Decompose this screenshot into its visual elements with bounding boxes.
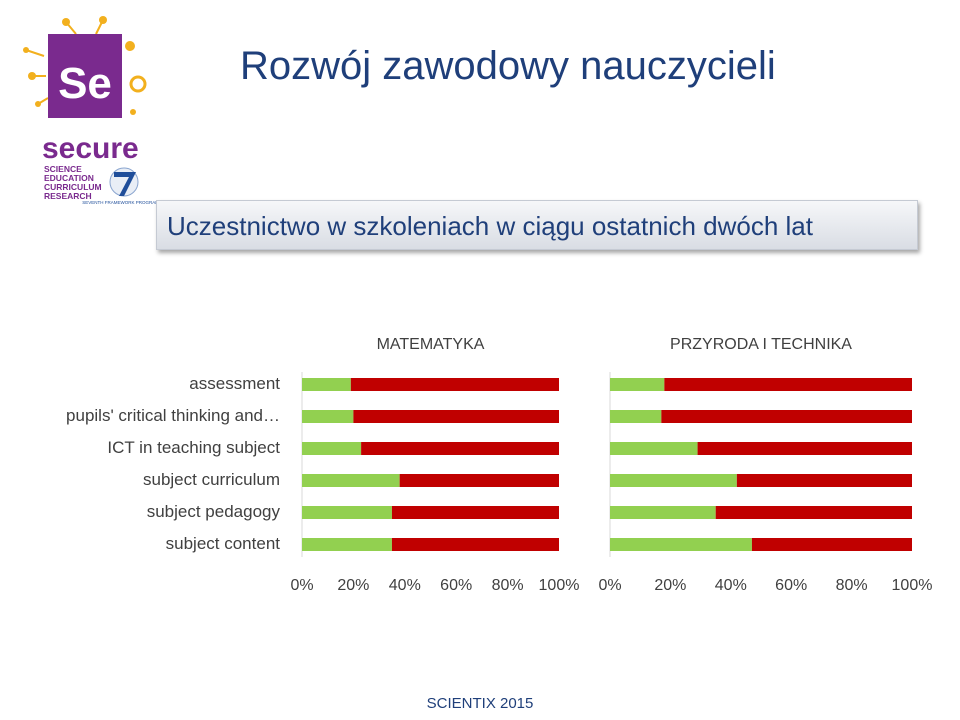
x-tick-label: 20% <box>654 577 686 594</box>
category-label: pupils' critical thinking and… <box>66 406 280 425</box>
bar-segment-green <box>302 442 362 455</box>
bar-segment-red <box>697 442 912 455</box>
x-tick-label: 0% <box>598 577 621 594</box>
bar-segment-green <box>610 506 716 519</box>
subtitle: Uczestnictwo w szkoleniach w ciągu ostat… <box>167 211 813 241</box>
category-label: subject curriculum <box>143 470 280 489</box>
bar-segment-green <box>302 506 392 519</box>
fp7-logo: SEVENTH FRAMEWORK PROGRAMME <box>82 167 166 205</box>
bar-segment-green <box>610 442 698 455</box>
bar-segment-red <box>664 378 912 391</box>
x-tick-label: 40% <box>715 577 747 594</box>
bar-segment-red <box>361 442 559 455</box>
category-label: subject pedagogy <box>147 502 281 521</box>
footer-text: SCIENTIX 2015 <box>426 695 534 712</box>
bar-segment-green <box>302 474 400 487</box>
logo-mark: Se <box>58 59 112 108</box>
x-tick-label: 40% <box>389 577 421 594</box>
bar-segment-red <box>353 410 559 423</box>
bar-segment-red <box>350 378 559 391</box>
bar-segment-red <box>661 410 912 423</box>
category-label: assessment <box>189 374 280 393</box>
x-tick-label: 100% <box>892 577 933 594</box>
bar-segment-red <box>736 474 912 487</box>
subtitle-banner: Uczestnictwo w szkoleniach w ciągu ostat… <box>156 200 918 250</box>
page-title: Rozwój zawodowy nauczycieli <box>240 44 776 88</box>
chart-title: MATEMATYKA <box>377 336 485 353</box>
category-label: ICT in teaching subject <box>107 438 280 457</box>
bar-segment-red <box>715 506 912 519</box>
bar-segment-green <box>610 474 737 487</box>
bar-segment-green <box>610 378 665 391</box>
x-tick-label: 100% <box>539 577 580 594</box>
logo-acronym-line: SCIENCE <box>44 164 82 174</box>
x-tick-label: 60% <box>775 577 807 594</box>
x-tick-label: 80% <box>492 577 524 594</box>
logo-acronym-line: RESEARCH <box>44 191 92 201</box>
category-label: subject content <box>166 534 281 553</box>
secure-logo: Se secure SCIENCE EDUCATION CURRICULUM R… <box>23 16 166 205</box>
bar-segment-red <box>391 538 559 551</box>
x-tick-label: 0% <box>290 577 313 594</box>
chart-title: PRZYRODA I TECHNIKA <box>670 336 852 353</box>
bar-segment-red <box>751 538 912 551</box>
x-tick-label: 80% <box>836 577 868 594</box>
bar-segment-red <box>399 474 559 487</box>
bar-segment-green <box>302 410 354 423</box>
bar-segment-green <box>302 378 351 391</box>
logo-acronym-line: CURRICULUM <box>44 182 102 192</box>
bar-segment-green <box>610 538 752 551</box>
bar-segment-green <box>302 538 392 551</box>
logo-name: secure <box>42 132 139 165</box>
fp7-text: SEVENTH FRAMEWORK PROGRAMME <box>82 200 166 205</box>
bar-segment-green <box>610 410 662 423</box>
x-tick-label: 60% <box>440 577 472 594</box>
x-tick-label: 20% <box>337 577 369 594</box>
bar-segment-red <box>391 506 559 519</box>
logo-se-square <box>48 34 122 118</box>
logo-acronym-line: EDUCATION <box>44 173 94 183</box>
